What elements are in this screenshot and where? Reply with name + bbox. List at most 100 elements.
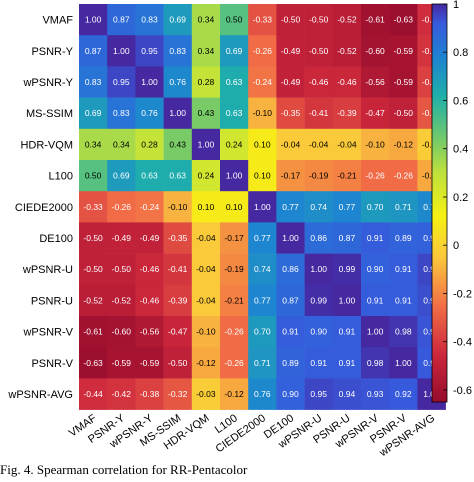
heatmap-cell	[163, 4, 193, 36]
cell-value-label: 0.24	[226, 139, 243, 149]
heatmap-cell	[107, 128, 136, 161]
cell-value-label: 0.95	[310, 389, 327, 399]
heatmap-cell	[220, 35, 249, 67]
cell-value-label: -0.19	[309, 171, 329, 181]
heatmap-cell	[220, 97, 249, 130]
cell-value-label: 0.74	[254, 264, 271, 274]
row-label: CIEDE2000	[15, 202, 73, 214]
heatmap-cell	[163, 191, 193, 223]
cell-value-label: -0.46	[309, 77, 329, 87]
heatmap-cell	[107, 222, 136, 254]
heatmap-cell	[389, 4, 418, 36]
cell-value-label: -0.63	[83, 358, 103, 368]
cell-value-label: -0.35	[168, 233, 188, 243]
cell-value-label: -0.12	[196, 358, 216, 368]
heatmap-cell	[361, 66, 390, 98]
heatmap-cell	[107, 66, 136, 98]
cell-value-label: -0.52	[337, 15, 357, 25]
heatmap-cell	[220, 284, 249, 317]
heatmap-cell	[389, 347, 418, 379]
heatmap-cell	[332, 4, 362, 36]
colorbar-tick-label: 0.6	[453, 96, 468, 108]
heatmap-cell	[163, 128, 193, 161]
cell-value-label: 0.87	[85, 46, 102, 56]
heatmap-cell	[191, 378, 221, 410]
cell-value-label: -0.60	[365, 46, 385, 56]
heatmap-cell	[248, 253, 277, 286]
heatmap-cell	[79, 4, 108, 36]
cell-value-label: -0.50	[394, 108, 414, 118]
heatmap-cell	[220, 128, 249, 161]
cell-value-label: 0.83	[113, 108, 130, 118]
heatmap-cells: 1.00 0.87 0.83 0.69 0.34 0.50 -0.33 -0.50 -0.50-…	[79, 4, 446, 410]
heatmap-cell	[191, 316, 221, 348]
heatmap-cell	[79, 97, 108, 130]
cell-value-label: 0.77	[254, 233, 271, 243]
cell-value-label: 0.91	[367, 233, 384, 243]
cell-value-label: 0.28	[141, 139, 158, 149]
heatmap-cell	[79, 253, 108, 286]
heatmap-cell	[248, 191, 277, 223]
cell-value-label: -0.21	[224, 295, 244, 305]
cell-value-label: 0.90	[282, 389, 299, 399]
heatmap-cell	[276, 191, 305, 223]
heatmap-cell	[276, 347, 305, 379]
heatmap-cell	[276, 316, 305, 348]
cell-value-label: 0.63	[169, 171, 186, 181]
cell-value-label: -0.26	[224, 358, 244, 368]
heatmap-cell	[135, 347, 164, 379]
heatmap-cell	[191, 160, 221, 192]
heatmap-cell	[276, 35, 305, 67]
cell-value-label: -0.26	[365, 171, 385, 181]
heatmap-cell	[191, 191, 221, 223]
cell-value-label: -0.50	[83, 264, 103, 274]
cell-value-label: 0.28	[198, 77, 215, 87]
cell-value-label: 0.90	[310, 327, 327, 337]
cell-value-label: 0.50	[85, 171, 102, 181]
cell-value-label: 1.00	[395, 358, 412, 368]
cell-value-label: 0.86	[282, 264, 299, 274]
heatmap-cell	[107, 284, 136, 317]
cell-value-label: 0.92	[395, 389, 412, 399]
heatmap-cell	[389, 35, 418, 67]
heatmap-cell	[248, 35, 277, 67]
cell-value-label: -0.10	[253, 108, 273, 118]
heatmap-cell	[163, 316, 193, 348]
heatmap-cell	[304, 4, 334, 36]
cell-value-label: -0.50	[83, 233, 103, 243]
heatmap-cell	[332, 316, 362, 348]
cell-value-label: 1.00	[113, 46, 130, 56]
cell-value-label: 0.87	[339, 233, 356, 243]
heatmap-cell	[304, 222, 334, 254]
cell-value-label: -0.59	[140, 358, 160, 368]
heatmap-cell	[107, 347, 136, 379]
cell-value-label: 0.83	[85, 77, 102, 87]
heatmap-cell	[107, 316, 136, 348]
cell-value-label: 0.69	[113, 171, 130, 181]
row-label: HDR-VQM	[20, 139, 73, 151]
cell-value-label: 0.98	[395, 327, 412, 337]
cell-value-label: 0.87	[282, 295, 299, 305]
heatmap-cell	[304, 160, 334, 192]
cell-value-label: 0.83	[141, 15, 158, 25]
heatmap-cell	[248, 222, 277, 254]
heatmap-cell	[248, 347, 277, 379]
heatmap-cell	[79, 378, 108, 410]
heatmap-cell	[361, 222, 390, 254]
cell-value-label: 1.00	[198, 139, 215, 149]
heatmap-cell	[163, 66, 193, 98]
cell-value-label: -0.60	[112, 327, 132, 337]
cell-value-label: 0.70	[254, 327, 271, 337]
cell-value-label: -0.52	[112, 295, 132, 305]
cell-value-label: 0.89	[395, 233, 412, 243]
heatmap-cell	[276, 66, 305, 98]
cell-value-label: 1.00	[367, 327, 384, 337]
cell-value-label: 0.24	[198, 171, 215, 181]
row-label: VMAF	[42, 15, 73, 27]
heatmap-cell	[276, 4, 305, 36]
cell-value-label: 0.76	[254, 389, 271, 399]
cell-value-label: 0.69	[85, 108, 102, 118]
cell-value-label: 0.71	[254, 358, 271, 368]
heatmap-cell	[163, 347, 193, 379]
heatmap-cell	[248, 4, 277, 36]
